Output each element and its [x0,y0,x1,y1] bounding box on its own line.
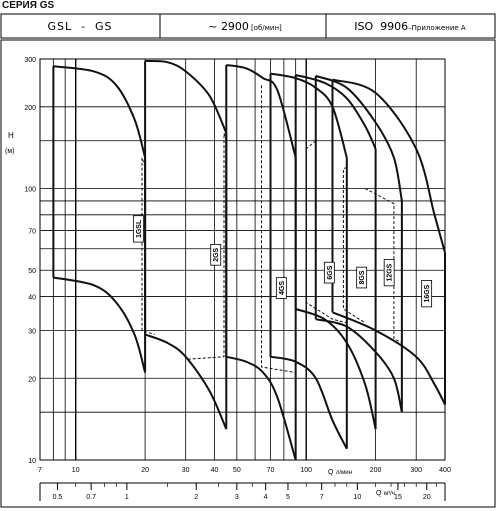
curve-upper [332,78,446,253]
curve-lower [144,333,228,430]
x2-tick-label: 10 [353,494,361,501]
curves [52,59,446,461]
series-16gs [331,78,446,406]
series-label: 16GS [424,284,431,302]
curve-upper [270,72,348,158]
x2-tick-label: 0.7 [86,494,96,501]
series-12gs [314,74,403,413]
x-tick-label: 300 [410,467,422,474]
x2-tick-label: 3 [235,494,239,501]
curve-upper [315,74,403,202]
series-label-box [383,259,395,287]
x2-tick-label: 7 [320,494,324,501]
curve-lower [53,276,147,373]
curve-lower [270,355,348,450]
x-tick-label: 70 [267,467,275,474]
x2-axis-title: Q [376,490,382,497]
x2-axis-unit: м³/ч [384,491,395,497]
x2-tick-label: 20 [423,494,431,501]
series-label: 6GS [327,265,334,279]
header-standard: ISO 9906–Приложение А [354,20,466,33]
curve-divider [342,166,366,324]
header-speed-unit: [об/мин] [251,24,282,32]
series-label-box [132,215,144,243]
x-tick-label: 7 [38,467,42,474]
x-tick-label: 50 [233,467,241,474]
header-standard-note: –Приложение А [408,24,466,32]
header-border [0,13,496,39]
y-tick-label: 30 [28,328,36,335]
header-model: GSL - GS [47,20,112,33]
x-tick-label: 30 [182,467,190,474]
curve-divider [261,85,296,373]
series-label-box [356,266,368,289]
x-tick-label: 100 [300,467,312,474]
outer-frame [0,39,496,508]
header-table: GSL - GS ~ 2900 [об/мин] ISO 9906–Приложе… [0,13,496,39]
header-speed: ~ 2900 [об/мин] [208,20,282,33]
x2-tick-label: 1 [125,494,129,501]
y-axis-title: H [8,131,14,140]
series-8gs [294,74,377,430]
curve-divider [141,157,155,335]
x-tick-label: 400 [439,467,451,474]
x-tick-label: 10 [72,467,80,474]
curve-upper [145,59,228,134]
x-tick-label: 40 [211,467,219,474]
y-tick-label: 70 [28,229,36,236]
curve-divider [364,188,403,344]
y-axis-unit: (м) [5,148,14,155]
y-tick-label: 20 [28,376,36,383]
x-axis-unit: л/мин [336,470,352,476]
header-speed-value: 2900 [221,20,249,33]
header-standard-code: ISO 9906 [354,20,408,33]
y-tick-label: 100 [24,187,36,194]
series-label: 8GS [359,270,366,284]
y-tick-label: 10 [28,458,36,465]
x-axis-title: Q [328,469,334,476]
x2-tick-label: 2 [194,494,198,501]
x2-tick-label: 15 [394,494,402,501]
series-label: 12GS [387,263,394,281]
x-tick-label: 200 [370,467,382,474]
curve-lower [315,318,403,413]
curve-upper [53,65,147,158]
series-label-box [210,243,222,266]
series-label-box [323,261,335,284]
series-6gs [269,72,348,450]
x2-tick-label: 5 [286,494,290,501]
series-labels: 1GSL 2GS 4GS 6GS 8GS 12GS 16GS [132,215,433,308]
curve-divider [185,132,227,360]
curve-upper [226,64,297,158]
series-label: 1GSL [136,219,143,238]
y-tick-label: 40 [28,295,36,302]
series-label-box [421,280,433,308]
header-speed-prefix: ~ [208,20,221,33]
y-tick-label: 200 [24,105,36,112]
series-label-box [275,277,287,299]
series-title: СЕРИЯ GS [2,0,55,11]
y-tick-label: 50 [28,268,36,275]
curve-lower [226,355,297,461]
series-label: 2GS [213,247,220,261]
y-tick-label: 300 [24,57,36,64]
curve-lower [332,311,446,406]
x2-tick-label: 4 [264,494,268,501]
x2-tick-label: 0.5 [53,494,63,501]
series-label: 4GS [279,281,286,295]
x-tick-label: 20 [141,467,149,474]
curve-divider [305,140,347,324]
